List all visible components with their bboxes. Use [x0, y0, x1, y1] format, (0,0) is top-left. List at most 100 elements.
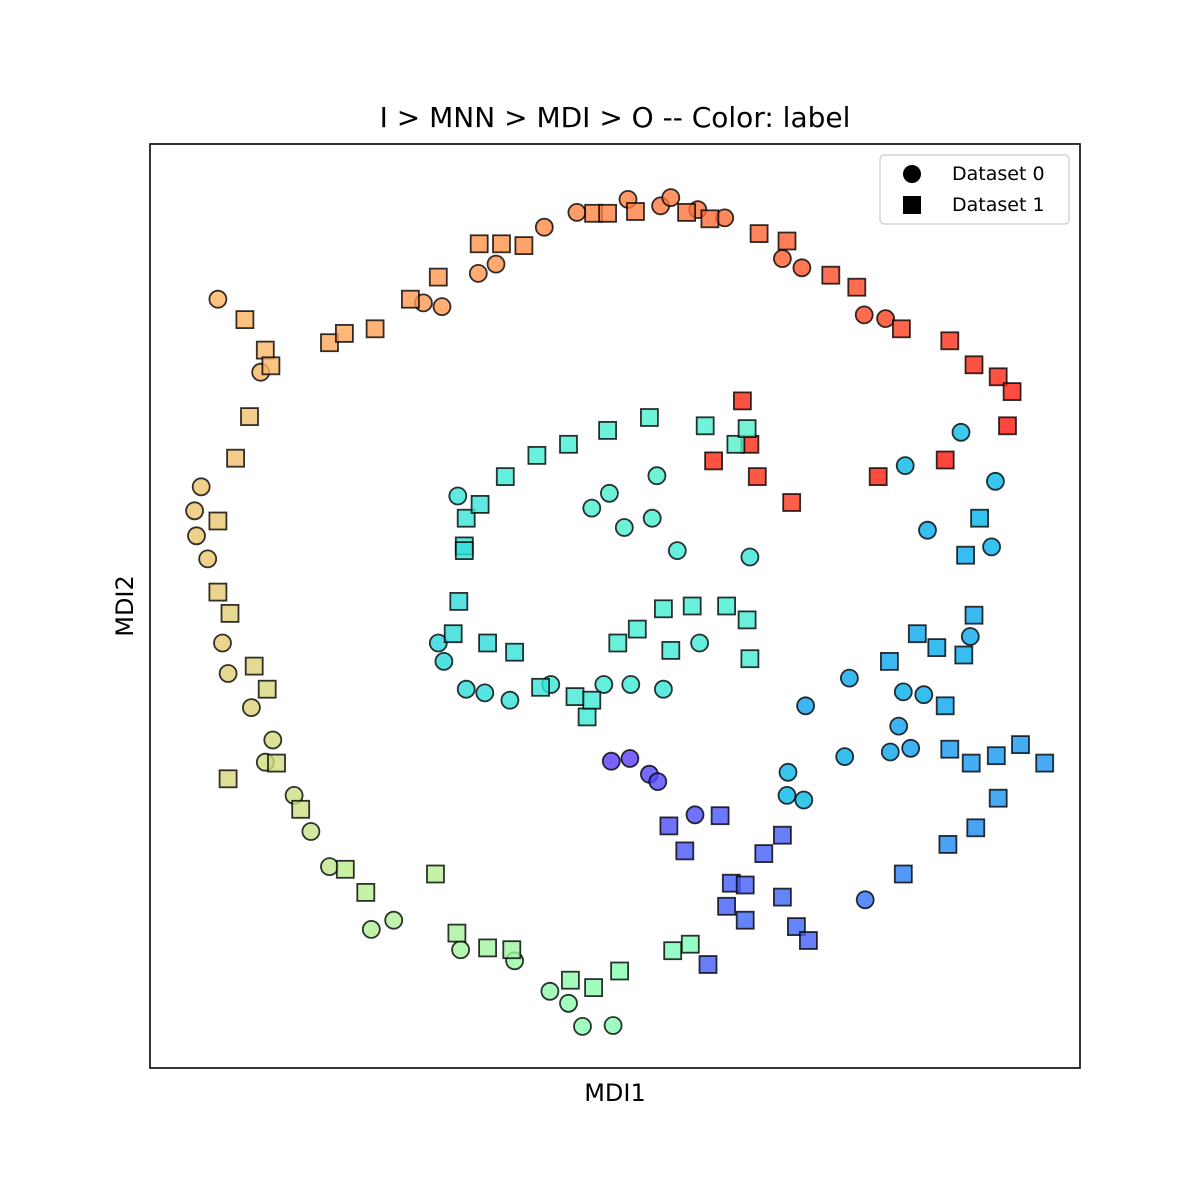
dataset-0-point: [778, 762, 798, 782]
dataset-0-point: [918, 520, 937, 540]
dataset-1-point: [787, 917, 806, 936]
dataset-0-point: [690, 633, 709, 653]
dataset-1-point: [682, 596, 702, 616]
dataset-1-point: [584, 978, 603, 997]
dataset-1-point: [938, 835, 958, 854]
dataset-0-point: [320, 857, 339, 876]
dataset-0-point: [361, 920, 381, 939]
dataset-0-point: [263, 730, 283, 750]
dataset-0-point: [855, 890, 875, 910]
dataset-1-point: [737, 610, 757, 630]
dataset-0-point: [456, 679, 476, 699]
dataset-0-point: [301, 822, 321, 841]
dataset-0-point: [796, 696, 815, 716]
dataset-1-point: [291, 799, 311, 819]
dataset-1-point: [1011, 735, 1030, 754]
dataset-1-point: [663, 941, 683, 961]
dataset-0-point: [914, 685, 934, 705]
dataset-0-point: [475, 683, 495, 703]
dataset-1-point: [749, 224, 769, 244]
legend-circle-marker: [903, 165, 921, 183]
dataset-1-point: [847, 277, 867, 297]
dataset-0-point: [840, 668, 859, 688]
dataset-1-point: [505, 642, 525, 662]
dataset-0-point: [661, 188, 681, 208]
dataset-0-point: [893, 682, 913, 702]
dataset-0-point: [241, 698, 261, 717]
dataset-1-point: [988, 788, 1008, 808]
dataset-1-point: [773, 887, 792, 907]
dataset-0-point: [540, 981, 560, 1001]
dataset-0-point: [198, 549, 218, 569]
dataset-1-point: [426, 864, 445, 884]
dataset-0-point: [434, 652, 454, 671]
dataset-1-point: [998, 416, 1017, 436]
dataset-1-point: [935, 696, 955, 716]
dataset-1-point: [582, 690, 602, 710]
dataset-0-point: [901, 738, 921, 758]
dataset-1-point: [740, 649, 760, 669]
dataset-0-point: [621, 675, 641, 694]
dataset-1-point: [986, 746, 1006, 766]
dataset-1-point: [226, 448, 246, 468]
dataset-1-point: [220, 604, 240, 623]
dataset-0-point: [559, 993, 578, 1013]
dataset-0-point: [876, 309, 895, 329]
dataset-1-point: [654, 599, 673, 619]
dataset-1-point: [717, 596, 736, 616]
dataset-1-point: [675, 841, 695, 861]
dataset-1-point: [244, 656, 264, 676]
dataset-1-point: [208, 582, 228, 602]
dataset-0-point: [601, 751, 621, 771]
dataset-0-point: [773, 249, 792, 269]
dataset-1-point: [940, 739, 960, 759]
dataset-1-point: [717, 896, 736, 916]
dataset-1-point: [531, 677, 550, 697]
dataset-0-point: [573, 1017, 592, 1036]
dataset-1-point: [640, 408, 659, 427]
dataset-1-point: [1035, 753, 1055, 773]
dataset-0-point: [603, 1016, 623, 1035]
dataset-1-point: [661, 641, 681, 660]
dataset-0-point: [218, 664, 238, 683]
dataset-1-point: [868, 467, 888, 487]
dataset-1-point: [961, 753, 981, 773]
dataset-1-point: [680, 934, 700, 954]
dataset-0-point: [384, 910, 404, 930]
dataset-1-point: [561, 970, 580, 990]
dataset-0-point: [614, 518, 634, 537]
legend-label-dataset-1: Dataset 1: [952, 194, 1045, 216]
dataset-0-point: [582, 498, 602, 518]
legend-square-marker: [903, 196, 921, 214]
dataset-1-point: [695, 416, 715, 436]
dataset-1-point: [469, 234, 489, 254]
dataset-1-point: [659, 816, 679, 836]
dataset-1-point: [954, 645, 974, 665]
dataset-0-point: [982, 537, 1001, 557]
dataset-1-point: [698, 955, 718, 974]
dataset-1-point: [240, 407, 259, 427]
dataset-1-point: [1002, 382, 1022, 402]
dataset-0-point: [794, 790, 814, 810]
dataset-0-point: [534, 217, 554, 237]
dataset-0-point: [620, 749, 640, 768]
dataset-0-point: [642, 508, 662, 528]
dataset-1-point: [527, 445, 547, 465]
chart-title: I > MNN > MDI > O -- Color: label: [380, 101, 851, 134]
dataset-0-point: [185, 501, 205, 521]
legend-label-dataset-0: Dataset 0: [952, 163, 1045, 185]
dataset-1-point: [892, 319, 911, 339]
dataset-0-point: [594, 675, 614, 694]
dataset-1-point: [255, 340, 275, 360]
dataset-1-point: [726, 434, 746, 454]
dataset-1-point: [970, 508, 989, 528]
dataset-1-point: [893, 864, 913, 884]
dataset-1-point: [235, 310, 255, 330]
dataset-1-point: [821, 265, 841, 285]
dataset-0-point: [208, 289, 228, 309]
dataset-1-point: [456, 508, 476, 528]
dataset-1-point: [478, 938, 498, 958]
dataset-0-point: [654, 679, 673, 699]
dataset-1-point: [737, 419, 757, 439]
